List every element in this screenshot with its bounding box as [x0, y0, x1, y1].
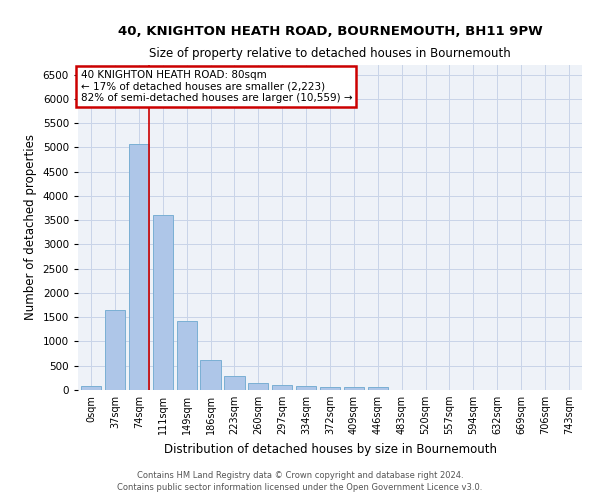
Text: Contains public sector information licensed under the Open Government Licence v3: Contains public sector information licen…	[118, 484, 482, 492]
Text: Contains HM Land Registry data © Crown copyright and database right 2024.: Contains HM Land Registry data © Crown c…	[137, 471, 463, 480]
Bar	[344, 388, 364, 390]
Bar	[296, 386, 316, 390]
Bar	[176, 321, 197, 390]
Bar	[272, 385, 292, 390]
Text: 40, KNIGHTON HEATH ROAD, BOURNEMOUTH, BH11 9PW: 40, KNIGHTON HEATH ROAD, BOURNEMOUTH, BH…	[118, 25, 542, 38]
Bar	[200, 360, 221, 390]
Bar	[320, 387, 340, 390]
Bar	[81, 386, 101, 390]
Text: Size of property relative to detached houses in Bournemouth: Size of property relative to detached ho…	[149, 48, 511, 60]
Bar	[248, 383, 268, 390]
Text: 40 KNIGHTON HEATH ROAD: 80sqm
← 17% of detached houses are smaller (2,223)
82% o: 40 KNIGHTON HEATH ROAD: 80sqm ← 17% of d…	[80, 70, 352, 103]
Bar	[368, 387, 388, 390]
X-axis label: Distribution of detached houses by size in Bournemouth: Distribution of detached houses by size …	[163, 442, 497, 456]
Bar	[152, 216, 173, 390]
Bar	[129, 144, 149, 390]
Bar	[224, 376, 245, 390]
Bar	[105, 310, 125, 390]
Y-axis label: Number of detached properties: Number of detached properties	[24, 134, 37, 320]
